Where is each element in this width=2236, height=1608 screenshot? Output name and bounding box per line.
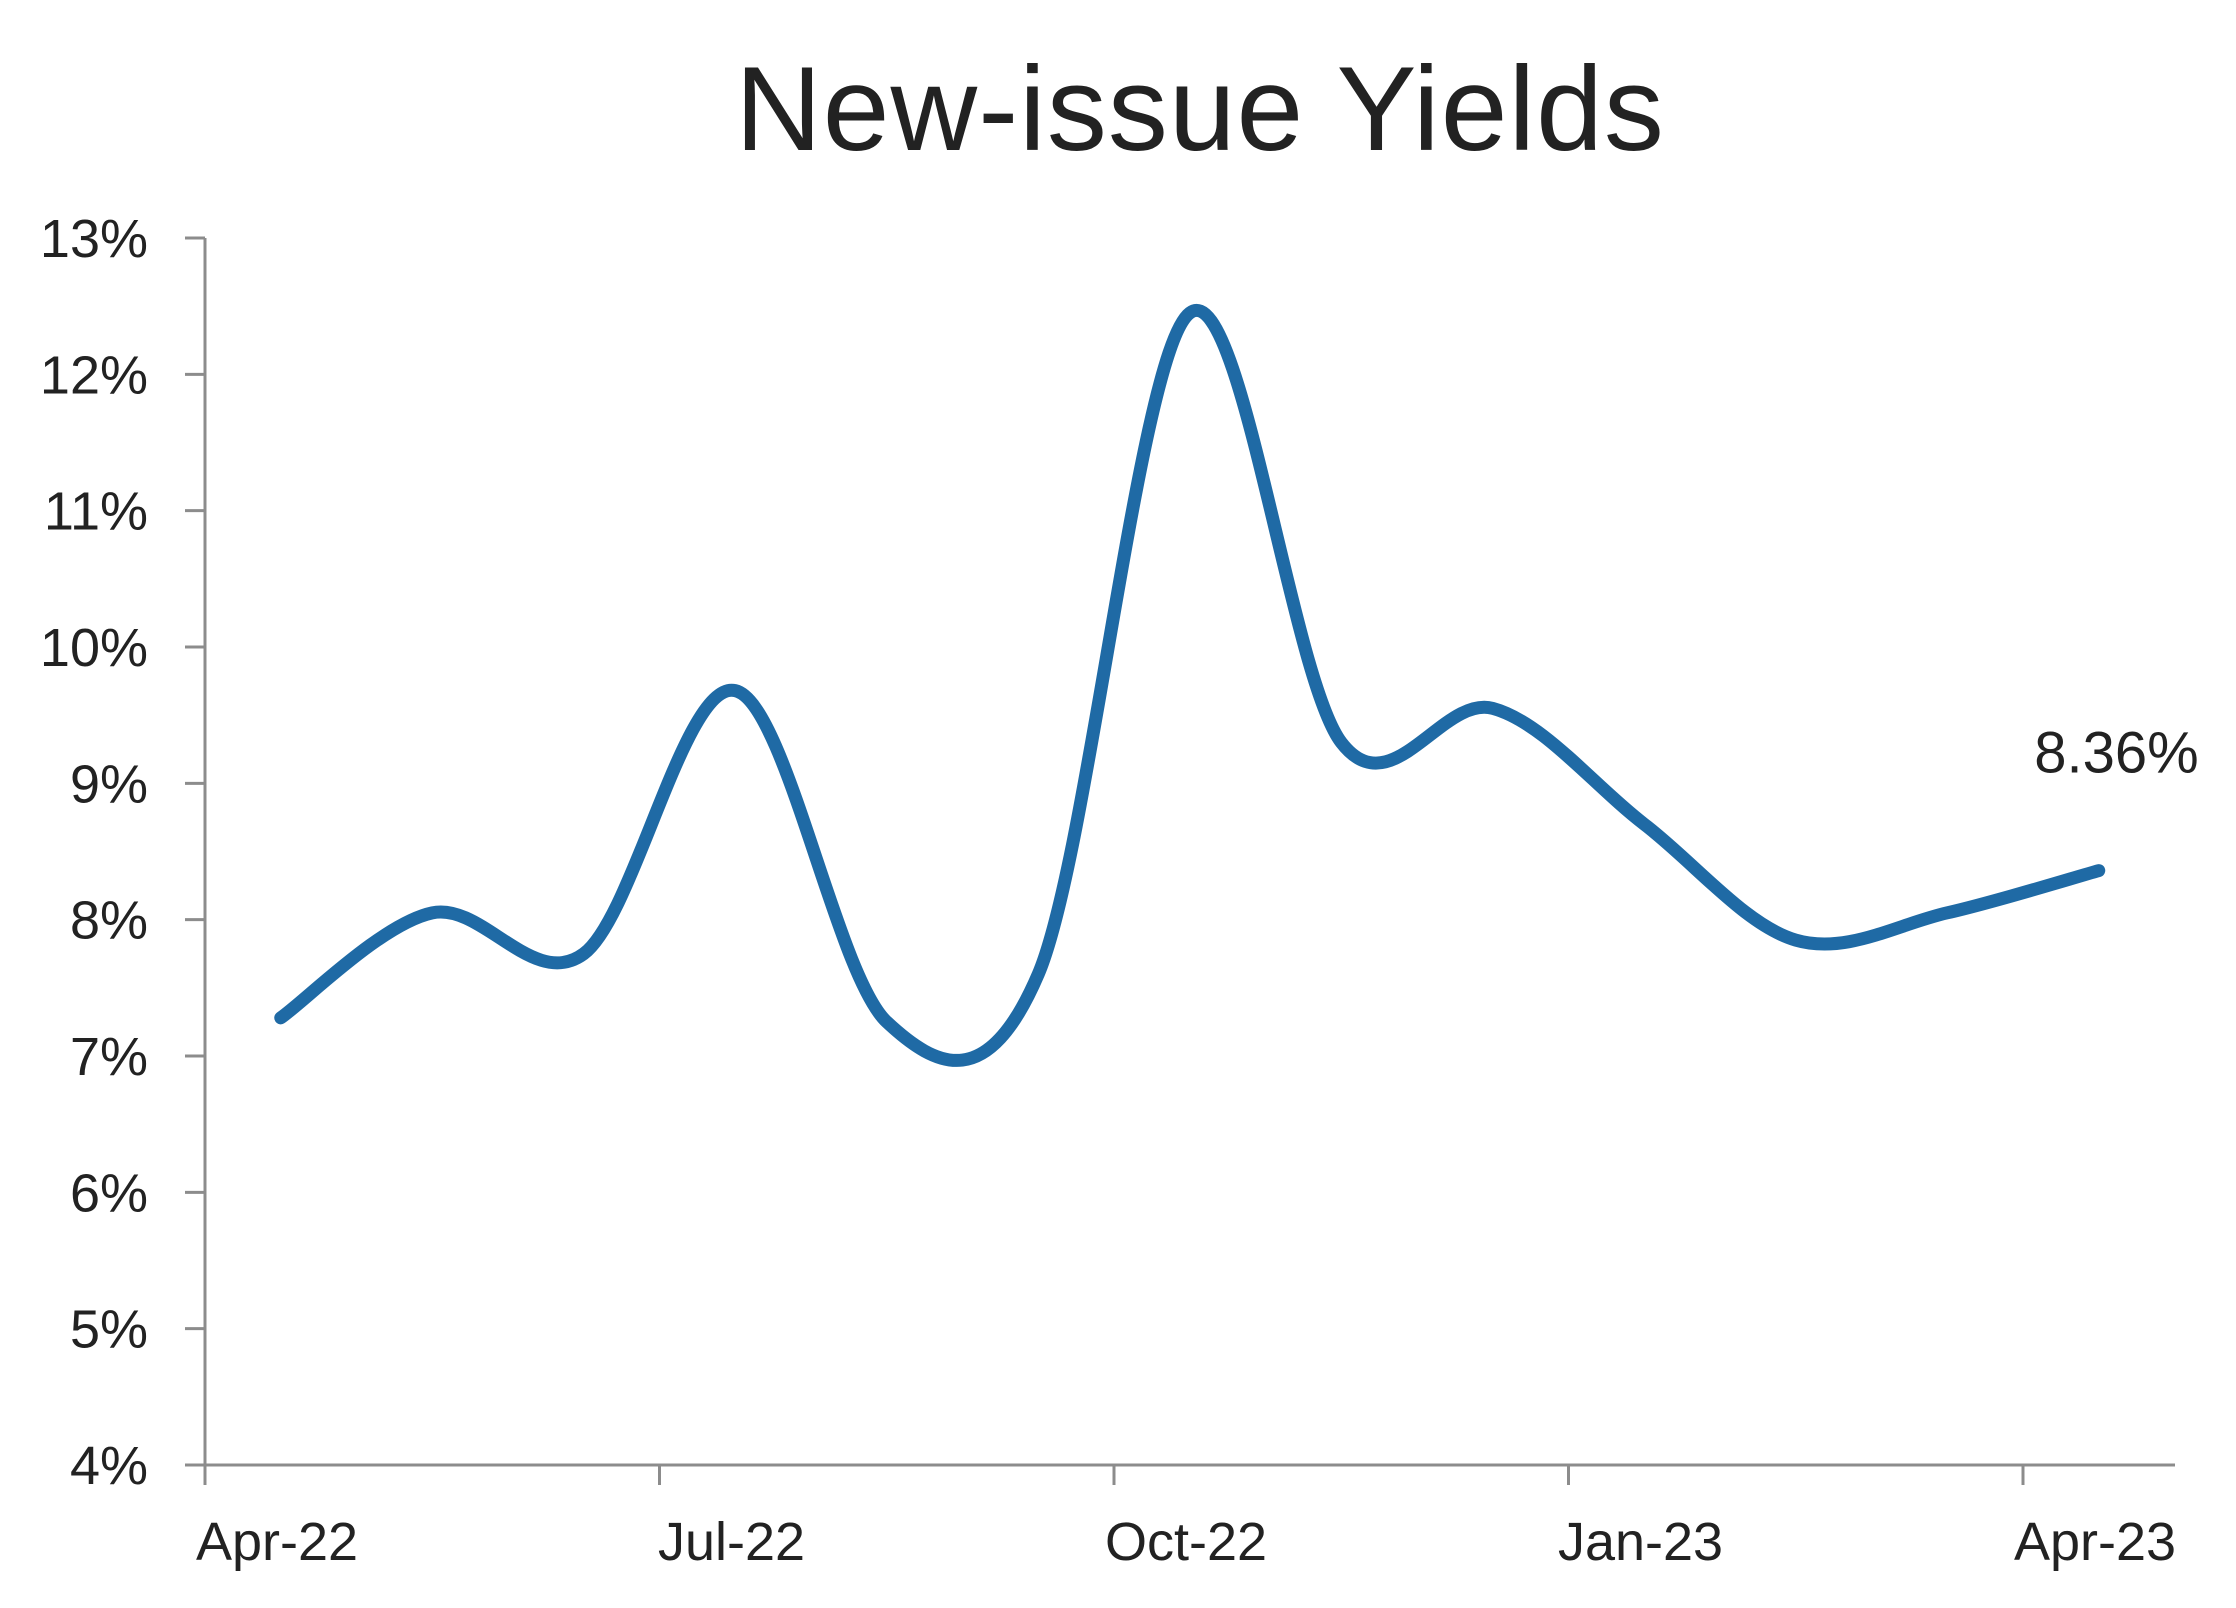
y-tick-label: 10% <box>40 618 148 678</box>
y-tick-label: 13% <box>40 209 148 269</box>
x-tick-label: Apr-22 <box>196 1512 358 1572</box>
y-tick-label: 6% <box>70 1163 148 1223</box>
y-tick-label: 4% <box>70 1436 148 1496</box>
series-line <box>274 304 2106 1067</box>
y-tick-label: 8% <box>70 891 148 951</box>
chart-title: New-issue Yields <box>735 42 1665 176</box>
x-tick-label: Apr-23 <box>2014 1512 2176 1572</box>
y-tick-label: 7% <box>70 1027 148 1087</box>
y-tick-label: 11% <box>44 482 148 542</box>
y-tick-label: 9% <box>70 754 148 814</box>
y-tick-label: 12% <box>40 345 148 405</box>
x-tick-label: Jul-22 <box>658 1512 805 1572</box>
y-tick-label: 5% <box>70 1300 148 1360</box>
last-value-annotation: 8.36% <box>2034 721 2198 786</box>
x-tick-label: Jan-23 <box>1558 1512 1723 1572</box>
x-tick-label: Oct-22 <box>1105 1512 1267 1572</box>
